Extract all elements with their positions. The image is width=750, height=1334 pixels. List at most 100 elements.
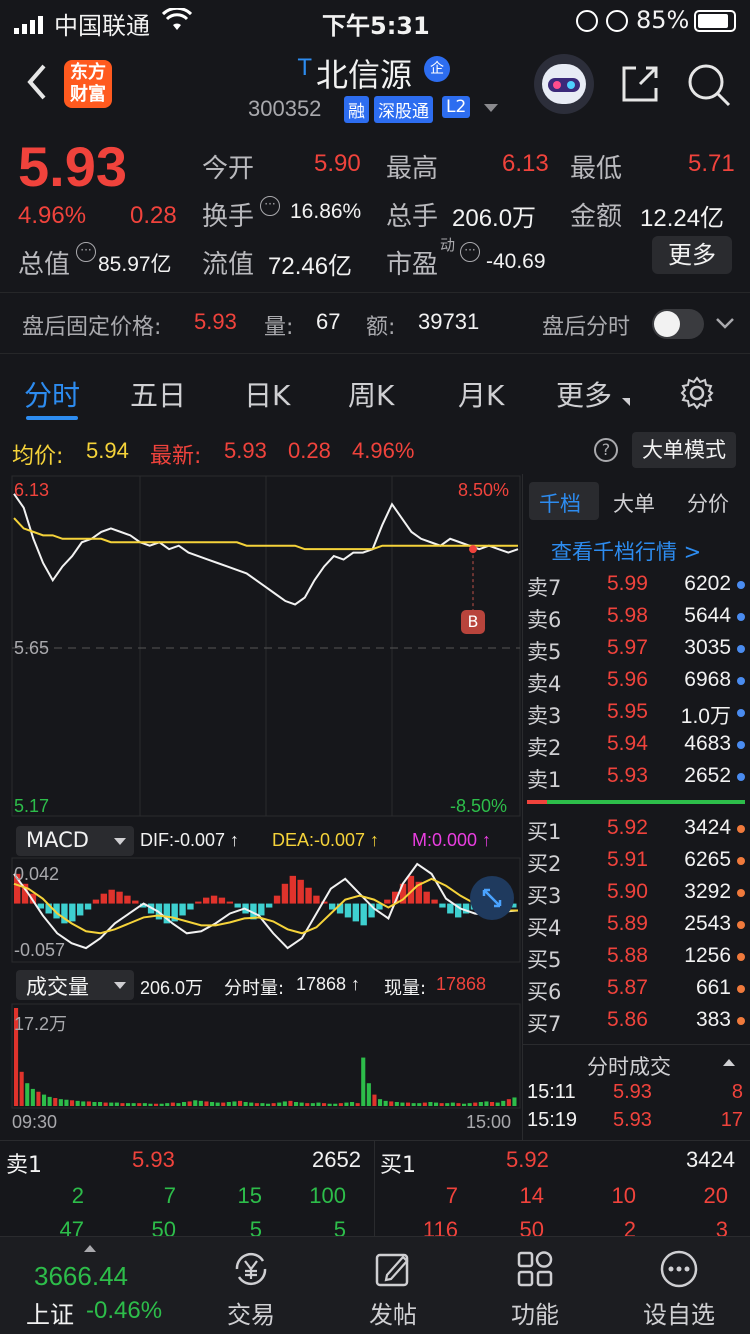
macd-bar	[376, 903, 383, 910]
ask-dot-icon	[737, 773, 745, 781]
intraday-pct-top: 8.50%	[458, 480, 510, 500]
macd-selector[interactable]: MACD	[16, 826, 134, 856]
ask-row[interactable]: 卖3 5.95 1.0万	[523, 696, 750, 728]
ob-tab-bigorder[interactable]: 大单	[613, 492, 655, 516]
eastmoney-logo[interactable]: 东方 财富	[64, 60, 112, 108]
bid-dot-icon	[737, 857, 745, 865]
last-price: 5.93	[18, 135, 127, 198]
logo-text-1: 东方	[70, 62, 106, 83]
nav-trade[interactable]: 交易	[176, 1237, 326, 1334]
after-hours-label: 盘后固定价格:	[22, 315, 162, 340]
bid-volume: 3292	[684, 880, 731, 903]
volume-selector[interactable]: 成交量	[16, 970, 134, 1000]
volume-bar	[478, 1102, 483, 1106]
latest-pct: 4.96%	[352, 438, 415, 463]
big-order-mode-button[interactable]: 大单模式	[632, 432, 736, 468]
bid-row[interactable]: 买2 5.91 6265	[523, 844, 750, 876]
ob-tab-price[interactable]: 分价	[687, 492, 729, 516]
dropdown-caret-icon[interactable]	[484, 104, 498, 112]
ob-view-link[interactable]: 查看千档行情 >	[551, 540, 702, 564]
volume-bar	[506, 1099, 511, 1106]
volume-bar	[70, 1100, 75, 1106]
chart-tabs: 分时 五日 日K 周K 月K 更多	[0, 354, 750, 428]
volume-bar	[53, 1098, 58, 1106]
after-hours-bar: 盘后固定价格: 5.93 量: 67 额: 39731 盘后分时	[0, 292, 750, 354]
level1-buy-vol: 3424	[686, 1147, 735, 1172]
tab-five-day[interactable]: 五日	[130, 379, 187, 412]
index-name: 上证	[26, 1301, 74, 1329]
bid-row[interactable]: 买4 5.89 2543	[523, 908, 750, 940]
tab-timeshare[interactable]: 分时	[24, 379, 81, 412]
nav-add-watchlist-label: 设自选	[643, 1301, 715, 1329]
nav-functions[interactable]: 功能	[460, 1237, 610, 1334]
volume-bar	[266, 1103, 271, 1106]
ask-row[interactable]: 卖6 5.98 5644	[523, 600, 750, 632]
chevron-down-icon[interactable]	[714, 313, 736, 337]
macd-bar	[273, 895, 281, 904]
tab-more[interactable]: 更多	[556, 379, 613, 412]
volume-bar	[294, 1102, 299, 1106]
buy-marker-badge[interactable]: B	[461, 610, 485, 634]
bid-dot-icon	[737, 825, 745, 833]
tab-month-k[interactable]: 月K	[458, 379, 505, 412]
expand-chart-icon[interactable]	[470, 876, 514, 920]
volume-bar	[198, 1100, 203, 1106]
ask-price: 5.98	[607, 604, 648, 627]
robot-assistant-icon[interactable]	[534, 54, 594, 114]
chart-settings-gear-icon[interactable]	[680, 376, 714, 414]
volume-bar	[254, 1103, 259, 1106]
trade-price: 5.93	[613, 1081, 652, 1103]
ask-dot-icon	[737, 677, 745, 685]
macd-bar	[53, 903, 60, 919]
bid-price: 5.91	[607, 848, 648, 871]
trades-title[interactable]: 分时成交	[587, 1055, 671, 1079]
ask-row[interactable]: 卖1 5.93 2652	[523, 760, 750, 792]
charts-area[interactable]: 6.13 5.65 5.17 8.50% -8.50% B MACD DIF:-…	[0, 474, 522, 1140]
bid-row[interactable]: 买5 5.88 1256	[523, 940, 750, 972]
search-icon[interactable]	[686, 62, 732, 112]
bid-volume: 6265	[684, 848, 731, 871]
nav-post[interactable]: 发帖	[318, 1237, 468, 1334]
volume-bar	[417, 1103, 422, 1106]
buy-queue-item: 3	[715, 1217, 728, 1242]
help-icon[interactable]: ?	[594, 438, 618, 462]
buy-queue-item: 10	[611, 1183, 636, 1208]
ask-price: 5.95	[607, 700, 648, 723]
mktcap-info-icon[interactable]: ···	[76, 242, 96, 262]
ask-row[interactable]: 卖4 5.96 6968	[523, 664, 750, 696]
volume-fenshi: 17868 ↑	[296, 974, 361, 994]
volume-selector-label: 成交量	[26, 975, 89, 999]
index-ticker[interactable]: 3666.44 上证 -0.46%	[0, 1237, 180, 1334]
bid-row[interactable]: 买7 5.86 383	[523, 1004, 750, 1036]
bid-price: 5.90	[607, 880, 648, 903]
ask-row[interactable]: 卖7 5.99 6202	[523, 568, 750, 600]
bid-row[interactable]: 买1 5.92 3424	[523, 812, 750, 844]
share-icon[interactable]	[618, 62, 662, 110]
ask-label: 卖1	[527, 768, 562, 792]
macd-bar	[423, 891, 430, 904]
bid-row[interactable]: 买6 5.87 661	[523, 972, 750, 1004]
ob-tab-thousand[interactable]: 千档	[539, 492, 581, 516]
ask-row[interactable]: 卖5 5.97 3035	[523, 632, 750, 664]
after-hours-toggle[interactable]	[652, 309, 704, 339]
buy-queue-item: 20	[703, 1183, 728, 1208]
macd-bar	[84, 903, 92, 910]
macd-bar	[321, 901, 328, 904]
bid-row[interactable]: 买3 5.90 3292	[523, 876, 750, 908]
ask-row[interactable]: 卖2 5.94 4683	[523, 728, 750, 760]
nav-add-watchlist[interactable]: 设自选	[604, 1237, 750, 1334]
pe-info-icon[interactable]: ···	[460, 242, 480, 262]
back-arrow-icon[interactable]	[22, 62, 52, 102]
ask-volume: 2652	[684, 764, 731, 787]
tab-day-k[interactable]: 日K	[244, 379, 291, 412]
volume-bar	[131, 1103, 136, 1106]
macd-bar	[360, 903, 367, 926]
more-button[interactable]: 更多	[652, 236, 732, 274]
info-icon[interactable]: ···	[260, 196, 280, 216]
volume-bar	[439, 1103, 444, 1106]
volume-now: 17868	[436, 974, 487, 994]
tab-week-k[interactable]: 周K	[348, 379, 395, 412]
macd-bar	[218, 897, 226, 904]
macd-bar	[21, 883, 29, 904]
post-edit-icon	[373, 1249, 413, 1289]
